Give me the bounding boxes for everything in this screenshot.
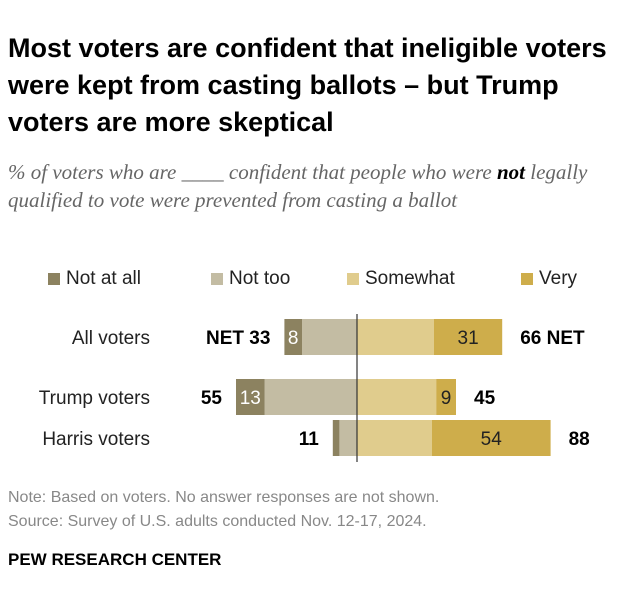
bar-not-at-all	[236, 379, 265, 415]
chart-subtitle: % of voters who are ____ confident that …	[8, 158, 618, 214]
legend-swatch	[211, 273, 223, 285]
data-label-very: 9	[441, 388, 452, 409]
legend-swatch	[48, 273, 60, 285]
legend-swatch	[347, 273, 359, 285]
legend-label: Not at all	[66, 268, 141, 289]
footnote: Note: Based on voters. No answer respons…	[8, 486, 439, 534]
net-negative-label: 11	[299, 429, 320, 450]
bar-very	[431, 420, 551, 456]
bar-not-too	[264, 379, 357, 415]
data-label-not-at-all: 13	[240, 388, 261, 409]
legend-label: Not too	[229, 268, 291, 289]
category-label: Harris voters	[42, 429, 150, 450]
subtitle-part: legally qualified to vote were prevented…	[8, 160, 588, 212]
legend-label: Somewhat	[365, 268, 455, 289]
category-label: Trump voters	[39, 388, 150, 409]
legend-item-very: Very	[521, 268, 577, 290]
bar-somewhat	[357, 379, 437, 415]
legend-item-not-at-all: Not at all	[48, 268, 141, 290]
bar-not-too	[339, 420, 357, 456]
pew-logo: PEW RESEARCH CENTER	[8, 550, 222, 569]
category-label: All voters	[72, 328, 150, 349]
legend: Not at all Not too Somewhat Very	[0, 268, 620, 292]
bar-very	[434, 319, 503, 355]
bar-somewhat	[357, 420, 432, 456]
net-negative-label: 55	[201, 388, 223, 409]
net-positive-label: 45	[474, 388, 496, 409]
source-text: Source: Survey of U.S. adults conducted …	[8, 513, 427, 530]
subtitle-bold: not	[496, 160, 525, 184]
bar-not-too	[302, 319, 357, 355]
subtitle-part: % of voters who are ____ confident that …	[8, 160, 497, 184]
chart-title: Most voters are confident that ineligibl…	[8, 33, 607, 137]
net-positive-label: 66 NET	[520, 328, 585, 349]
net-positive-label: 88	[569, 429, 590, 450]
note-text: Note: Based on voters. No answer respons…	[8, 489, 440, 506]
legend-item-not-too: Not too	[211, 268, 290, 290]
data-label-very: 54	[481, 429, 503, 450]
data-label-not-at-all: 8	[288, 328, 299, 349]
bar-not-at-all	[284, 319, 302, 355]
bar-somewhat	[357, 319, 434, 355]
bar-very	[436, 379, 456, 415]
data-label-very: 31	[458, 328, 479, 349]
bar-not-at-all	[332, 420, 340, 456]
legend-item-somewhat: Somewhat	[347, 268, 455, 290]
legend-swatch	[521, 273, 533, 285]
net-negative-label: NET 33	[206, 328, 270, 349]
legend-label: Very	[539, 268, 578, 289]
